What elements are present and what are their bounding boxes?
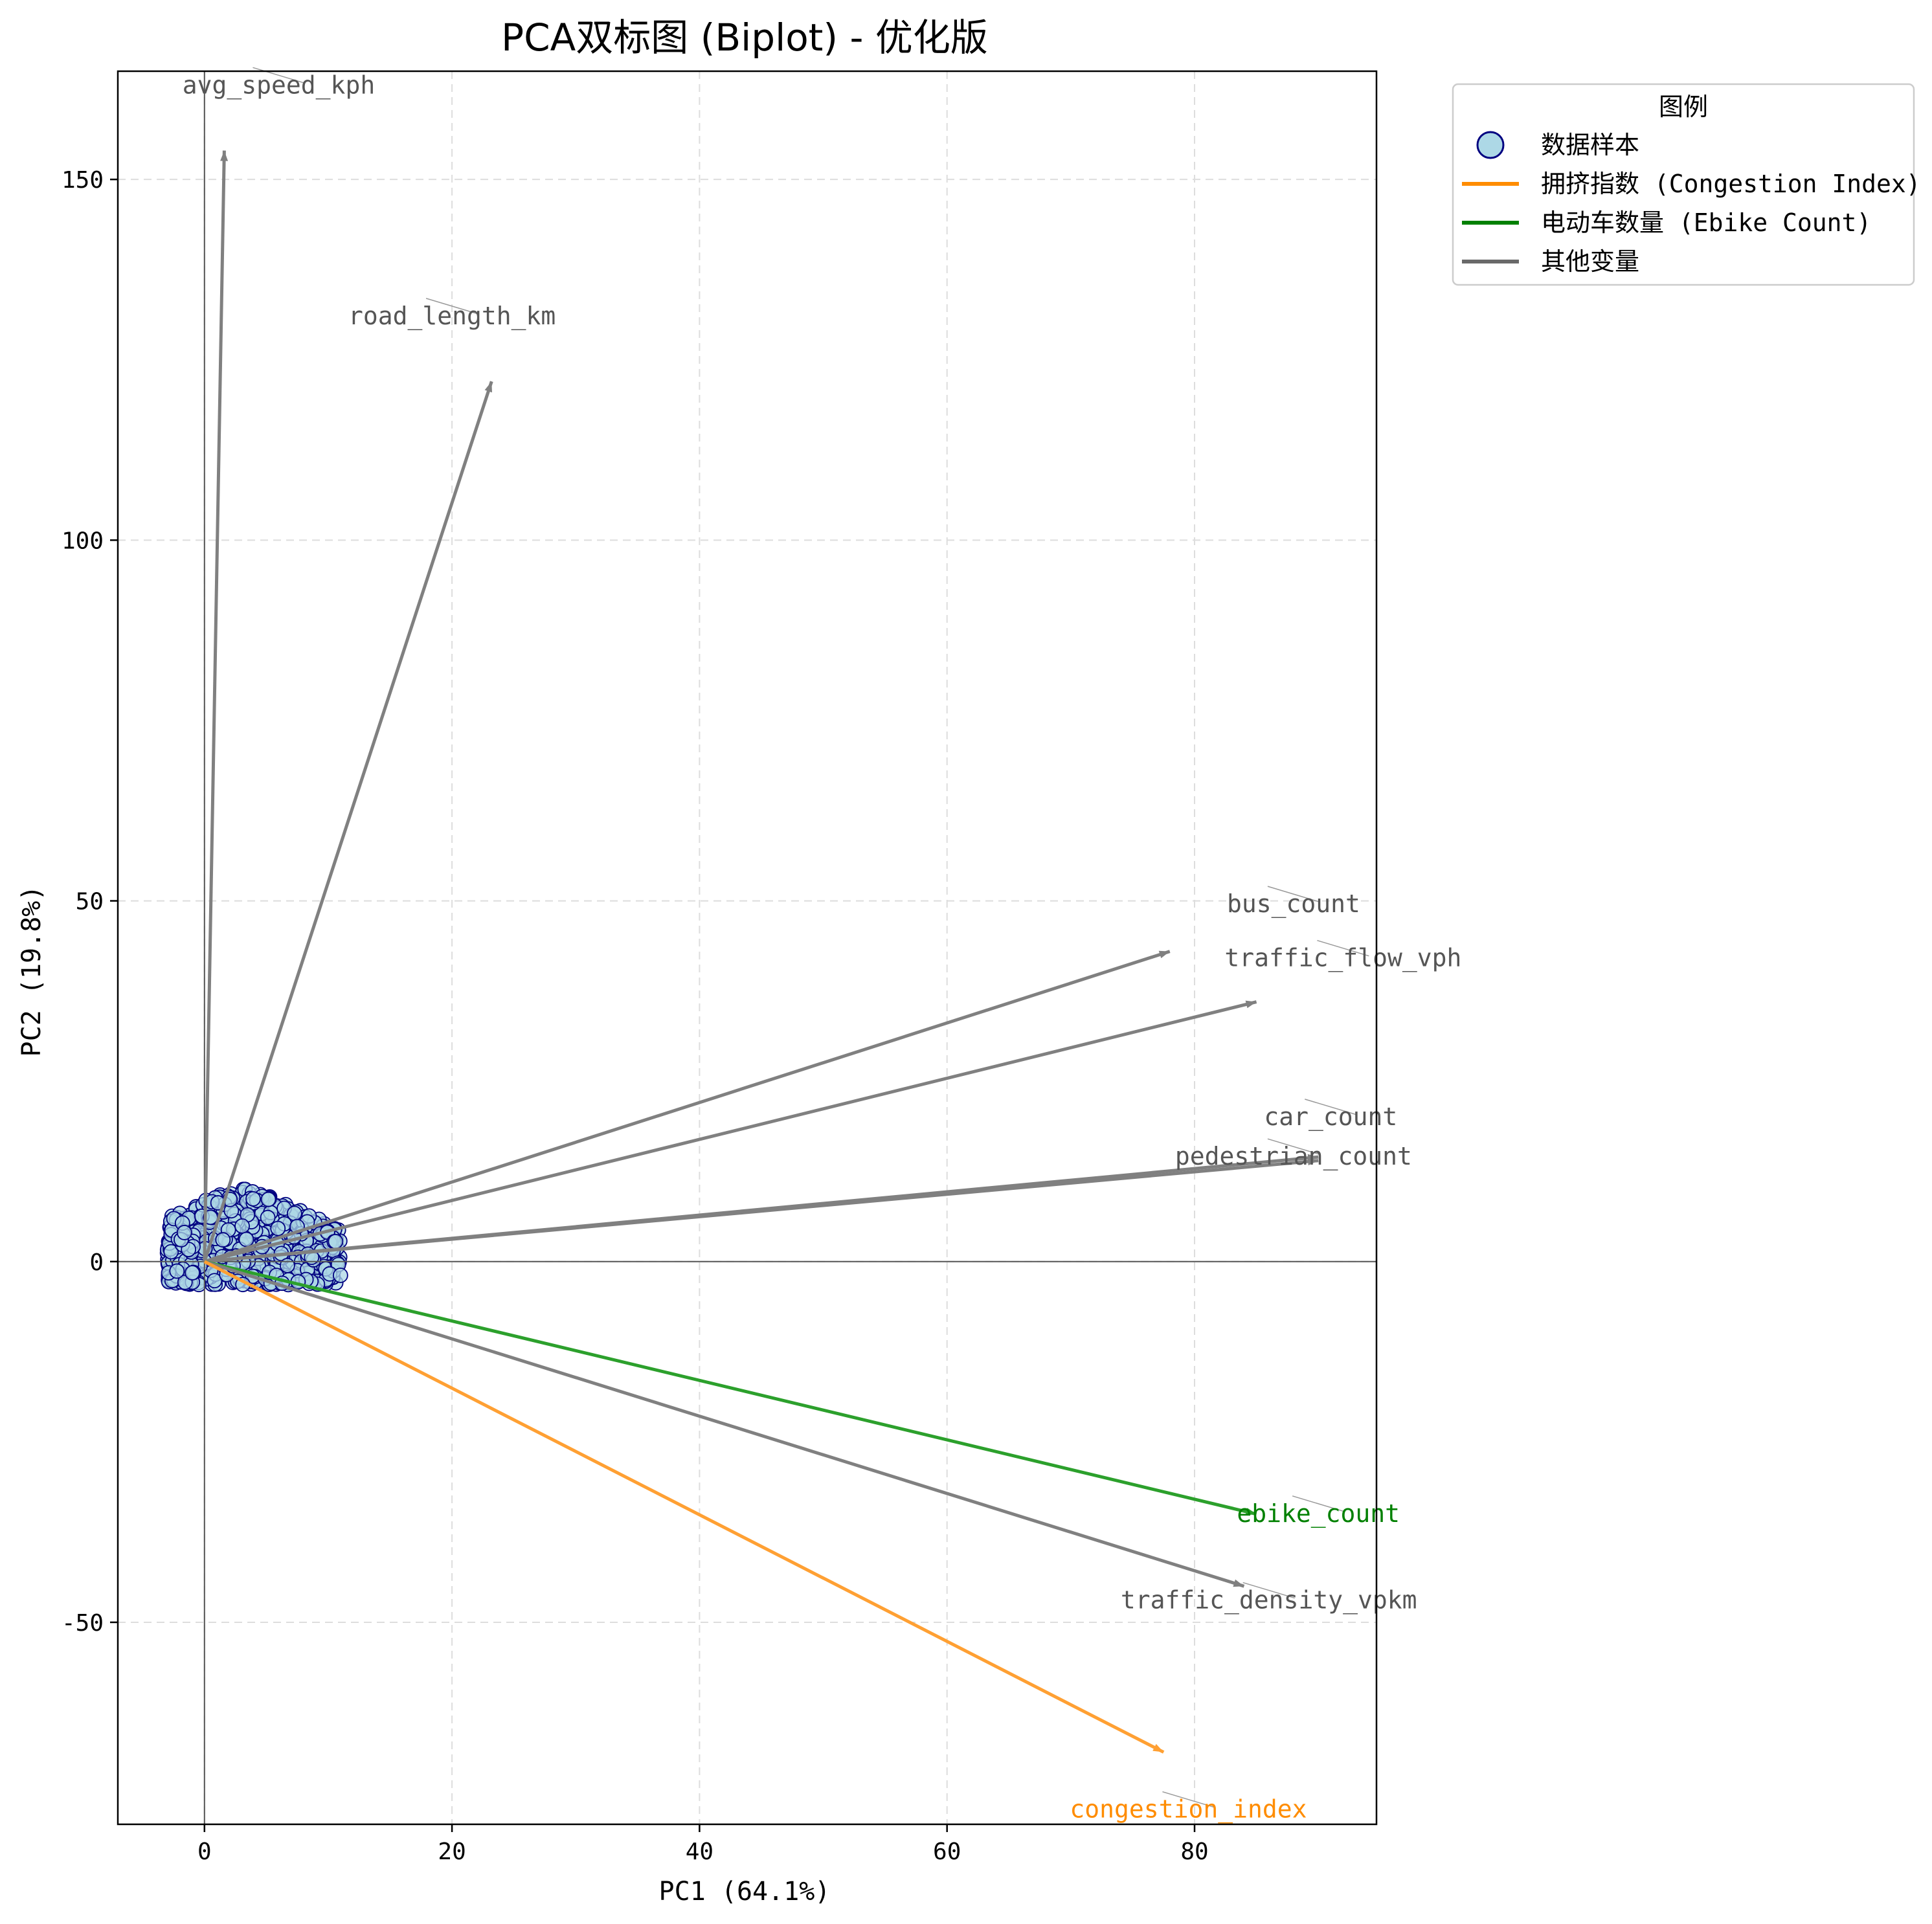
loading-arrow-avg_speed_kph: [203, 150, 226, 1262]
legend-label-samples: 数据样本: [1541, 131, 1639, 159]
label-leader-congestion_index: [1162, 1791, 1215, 1808]
sample-point: [279, 1258, 295, 1273]
loading-arrow-traffic_flow_vph: [204, 1000, 1257, 1264]
sample-point: [207, 1273, 223, 1289]
sample-point: [260, 1191, 276, 1207]
chart-title: PCA双标图 (Biplot) - 优化版: [501, 16, 988, 60]
loading-label-ebike_count: ebike_count: [1237, 1499, 1400, 1528]
label-leader-bus_count: [1267, 886, 1320, 902]
sample-point: [328, 1233, 344, 1249]
sample-point: [215, 1232, 231, 1248]
loading-arrow-pedestrian_count: [204, 1159, 1319, 1264]
legend: 图例 数据样本 拥挤指数 (Congestion Index) 电动车数量 (E…: [1452, 83, 1921, 286]
loading-label-traffic_flow_vph: traffic_flow_vph: [1224, 944, 1461, 973]
legend-title: 图例: [1659, 93, 1708, 121]
loading-label-avg_speed_kph: avg_speed_kph: [183, 71, 375, 100]
loading-arrowhead-traffic_density_vpkm: [1233, 1579, 1244, 1587]
sample-point: [176, 1225, 192, 1240]
legend-label-congestion: 拥挤指数 (Congestion Index): [1541, 170, 1921, 198]
loading-arrowhead-road_length_km: [484, 381, 493, 393]
y-tick-label: 50: [76, 889, 104, 915]
loading-label-car_count: car_count: [1264, 1102, 1397, 1132]
legend-label-other: 其他变量: [1541, 247, 1639, 276]
legend-label-ebike: 电动车数量 (Ebike Count): [1541, 208, 1871, 237]
axis-ticks: 0 20 40 60 80 -50 0 50 100 150: [62, 167, 1209, 1865]
loading-label-bus_count: bus_count: [1227, 889, 1360, 919]
loading-arrow-road_length_km: [203, 381, 493, 1262]
label-leader-ebike_count: [1292, 1495, 1345, 1512]
sample-point: [169, 1263, 185, 1279]
loading-label-road_length_km: road_length_km: [348, 302, 556, 331]
sample-point: [163, 1244, 179, 1260]
loading-arrowhead-congestion_index: [1152, 1743, 1164, 1752]
loading-arrow-ebike_count: [204, 1260, 1257, 1516]
sample-point: [332, 1268, 348, 1283]
legend-box: [1452, 83, 1915, 286]
sample-point: [260, 1209, 276, 1225]
loading-arrowhead-pedestrian_count: [1307, 1158, 1319, 1166]
loading-label-pedestrian_count: pedestrian_count: [1175, 1142, 1412, 1171]
x-axis-label: PC1 (64.1%): [659, 1877, 831, 1907]
plot-frame: [117, 70, 1378, 1826]
loading-label-congestion_index: congestion_index: [1070, 1795, 1307, 1824]
sample-point: [238, 1231, 254, 1247]
y-tick-label: 0: [89, 1249, 104, 1276]
y-axis-label: PC2 (19.8%): [17, 886, 47, 1057]
sample-point: [234, 1218, 250, 1234]
label-leader-traffic_flow_vph: [1317, 939, 1369, 957]
legend-marker-samples: [1476, 131, 1505, 159]
loading-arrowhead-bus_count: [1158, 950, 1170, 959]
loading-labels: avg_speed_kph road_length_km bus_counttraf…: [183, 67, 1461, 1824]
y-tick-label: -50: [62, 1610, 104, 1637]
loading-label-traffic_density_vpkm: traffic_density_vpkm: [1121, 1586, 1417, 1615]
y-tick-label: 100: [62, 528, 104, 554]
loading-arrow-bus_count: [204, 950, 1171, 1264]
label-leader-pedestrian_count: [1267, 1138, 1320, 1155]
loading-arrows: [203, 150, 1319, 1754]
loading-arrow-congestion_index: [203, 1260, 1165, 1754]
zero-lines: [118, 71, 1376, 1824]
loading-arrowhead-traffic_flow_vph: [1245, 1000, 1257, 1009]
x-tick-label: 60: [933, 1839, 961, 1865]
loading-arrow-traffic_density_vpkm: [204, 1260, 1245, 1588]
x-tick-label: 20: [438, 1839, 466, 1865]
sample-point: [185, 1265, 200, 1281]
label-leader-avg_speed_kph: [253, 67, 305, 84]
sample-point: [245, 1191, 261, 1207]
x-tick-label: 40: [686, 1839, 713, 1865]
x-tick-label: 0: [197, 1839, 212, 1865]
sample-point: [270, 1220, 286, 1236]
label-leader-car_count: [1305, 1099, 1357, 1115]
label-leader-road_length_km: [425, 298, 478, 315]
y-tick-label: 150: [62, 167, 104, 194]
loading-arrowhead-ebike_count: [1245, 1508, 1257, 1516]
label-leader-traffic_density_vpkm: [1242, 1582, 1295, 1599]
loading-arrowhead-avg_speed_kph: [220, 150, 229, 161]
x-tick-label: 80: [1180, 1839, 1208, 1865]
